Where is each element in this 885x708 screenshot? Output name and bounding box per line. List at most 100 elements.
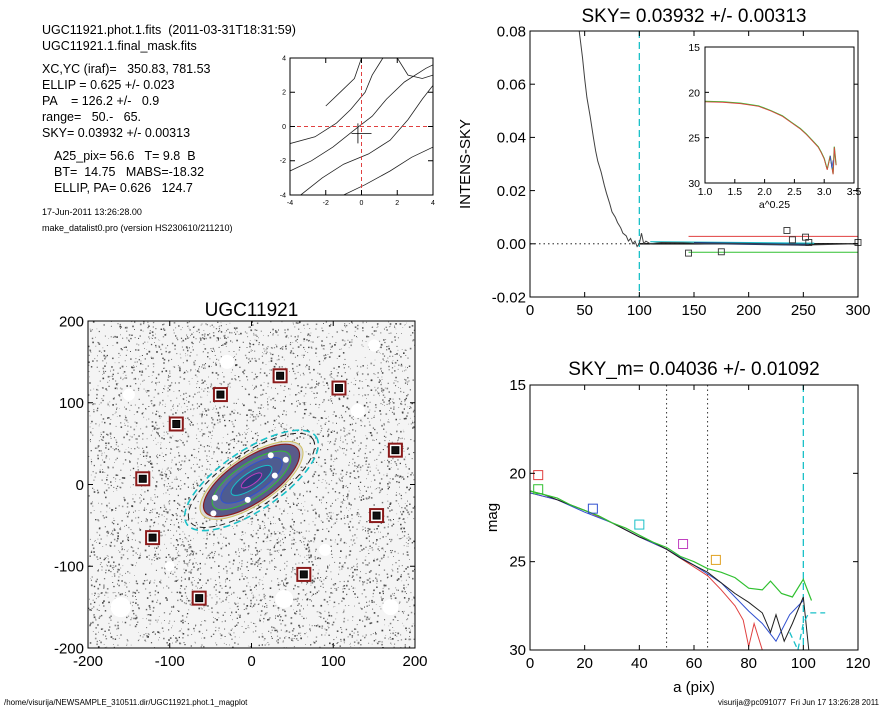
speckle	[358, 515, 360, 517]
speckle	[275, 363, 277, 365]
speckle	[353, 377, 355, 379]
speckle	[343, 638, 345, 641]
speckle	[295, 322, 297, 324]
speckle	[115, 481, 116, 482]
speckle	[270, 540, 272, 542]
speckle	[327, 514, 328, 516]
speckle	[380, 608, 382, 610]
speckle	[154, 590, 157, 592]
speckle	[288, 637, 290, 639]
speckle	[328, 325, 331, 327]
speckle	[364, 425, 366, 427]
speckle	[215, 412, 217, 413]
speckle	[335, 342, 337, 344]
speckle	[298, 553, 299, 555]
speckle	[285, 582, 288, 585]
speckle	[258, 343, 260, 346]
speckle	[269, 554, 271, 556]
speckle	[351, 576, 353, 578]
speckle	[167, 387, 169, 389]
speckle	[402, 510, 405, 513]
speckle	[397, 632, 400, 635]
speckle	[128, 439, 131, 441]
speckle	[300, 374, 301, 376]
speckle	[148, 325, 150, 327]
speckle	[266, 348, 268, 350]
speckle	[367, 394, 369, 396]
speckle	[152, 334, 154, 337]
speckle	[205, 620, 207, 622]
speckle	[156, 621, 158, 623]
speckle	[302, 495, 304, 497]
speckle	[407, 412, 409, 414]
speckle	[306, 632, 307, 634]
speckle	[368, 496, 371, 498]
speckle	[368, 528, 371, 531]
speckle	[180, 579, 183, 582]
speckle	[185, 602, 187, 605]
speckle	[260, 368, 262, 370]
speckle	[139, 502, 141, 504]
speckle	[218, 627, 220, 629]
speckle	[290, 622, 293, 625]
speckle	[176, 540, 179, 542]
speckle	[366, 437, 368, 440]
speckle	[412, 339, 415, 341]
speckle	[310, 582, 311, 584]
speckle	[100, 432, 102, 434]
speckle	[246, 585, 248, 587]
speckle	[329, 564, 330, 566]
speckle	[296, 393, 298, 395]
speckle	[345, 473, 347, 476]
speckle	[403, 597, 406, 599]
speckle	[126, 506, 129, 508]
speckle	[194, 481, 196, 483]
speckle	[218, 330, 220, 333]
speckle	[222, 600, 224, 602]
speckle	[247, 582, 249, 584]
speckle	[375, 330, 377, 332]
speckle	[96, 608, 99, 611]
speckle	[173, 620, 175, 622]
speckle	[208, 608, 210, 610]
speckle	[399, 462, 401, 465]
speckle	[326, 336, 328, 338]
speckle	[110, 636, 113, 638]
speckle	[379, 340, 381, 342]
speckle	[108, 629, 110, 631]
speckle	[298, 328, 300, 330]
speckle	[378, 472, 381, 474]
speckle	[201, 465, 203, 467]
speckle	[399, 475, 402, 478]
speckle	[313, 537, 316, 539]
speckle	[279, 619, 281, 621]
speckle	[381, 501, 384, 504]
speckle	[155, 437, 156, 439]
speckle	[225, 585, 227, 587]
speckle	[357, 466, 359, 468]
speckle	[204, 475, 206, 477]
speckle	[349, 472, 352, 474]
speckle	[356, 468, 357, 469]
speckle	[365, 634, 367, 636]
speckle	[370, 379, 373, 382]
speckle	[405, 369, 407, 371]
speckle	[368, 604, 370, 606]
speckle	[358, 522, 360, 524]
speckle	[159, 603, 161, 605]
speckle	[89, 376, 90, 378]
speckle	[158, 639, 159, 641]
speckle	[230, 372, 232, 373]
speckle	[197, 532, 198, 534]
speckle	[136, 411, 139, 413]
speckle	[215, 584, 217, 586]
speckle	[155, 328, 157, 330]
speckle	[113, 569, 114, 570]
speckle	[215, 328, 218, 330]
speckle	[313, 641, 316, 644]
speckle	[315, 352, 317, 354]
speckle	[266, 347, 267, 349]
speckle	[187, 417, 189, 419]
speckle	[157, 558, 159, 560]
speckle	[225, 644, 227, 646]
